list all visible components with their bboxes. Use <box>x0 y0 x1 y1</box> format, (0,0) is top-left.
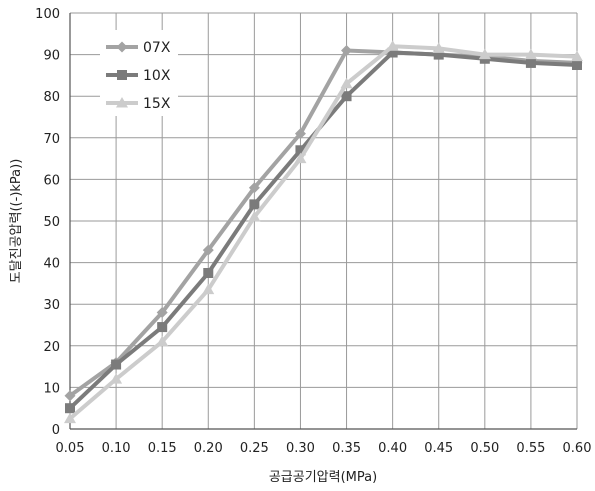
y-axis-ticks: 0 10 20 30 40 50 60 70 80 90 100 <box>35 7 60 438</box>
data-point-10x <box>387 47 398 58</box>
x-tick-label: 0.25 <box>240 441 269 456</box>
y-axis-title: 도달진공압력((-)kPa)) <box>9 159 24 284</box>
data-point-07x <box>156 307 168 319</box>
y-tick-label: 30 <box>43 298 60 313</box>
data-point-07x <box>341 44 353 56</box>
data-point-10x <box>65 403 75 414</box>
data-point-15x <box>340 77 353 89</box>
y-tick-label: 20 <box>43 340 60 355</box>
data-point-10x <box>433 49 444 60</box>
y-tick-label: 100 <box>35 7 60 22</box>
y-tick-label: 60 <box>43 173 60 188</box>
x-axis-title: 공급공기압력(MPa) <box>269 470 377 485</box>
data-point-10x <box>341 91 352 102</box>
data-point-15x <box>432 42 445 53</box>
x-axis-ticks: 0.05 0.10 0.15 0.20 0.25 0.30 0.35 0.40 0.45 0.50… <box>56 441 592 456</box>
y-tick-label: 40 <box>43 257 60 272</box>
x-tick-label: 0.40 <box>378 441 407 456</box>
x-tick-label: 0.05 <box>56 441 85 456</box>
data-point-10x <box>249 199 260 210</box>
data-point-15x <box>478 48 491 60</box>
data-point-10x <box>295 145 306 156</box>
y-tick-label: 10 <box>43 381 60 396</box>
data-point-15x <box>386 40 399 51</box>
y-tick-label: 90 <box>43 49 60 64</box>
y-tick-label: 0 <box>52 423 60 438</box>
data-point-07x <box>202 244 214 256</box>
y-tick-label: 80 <box>43 90 60 105</box>
x-tick-label: 0.55 <box>516 441 545 456</box>
data-point-07x <box>294 128 306 140</box>
data-point-15x <box>202 283 215 295</box>
x-tick-label: 0.10 <box>102 441 131 456</box>
x-tick-label: 0.60 <box>563 441 592 456</box>
x-tick-label: 0.45 <box>424 441 453 456</box>
series-15x <box>64 40 583 424</box>
data-point-10x <box>572 60 582 70</box>
y-tick-label: 70 <box>43 132 60 147</box>
x-tick-label: 0.15 <box>148 441 177 456</box>
data-point-07x <box>248 182 260 194</box>
x-tick-label: 0.30 <box>286 441 315 456</box>
legend: 07X 10X 15X <box>100 30 178 116</box>
x-tick-label: 0.20 <box>194 441 223 456</box>
series-line-15x <box>68 44 578 421</box>
x-tick-label: 0.35 <box>332 441 361 456</box>
legend-label-15x: 15X <box>143 96 171 112</box>
data-point-15x <box>571 50 583 62</box>
x-tick-label: 0.50 <box>470 441 499 456</box>
y-tick-label: 50 <box>43 215 60 230</box>
data-point-07x <box>64 390 76 402</box>
data-point-10x <box>525 57 536 68</box>
series-group <box>64 40 583 424</box>
legend-marker-10x <box>117 70 127 80</box>
data-point-10x <box>157 322 168 333</box>
series-line-07x <box>68 48 578 398</box>
data-point-15x <box>110 373 123 384</box>
data-point-15x <box>524 48 537 60</box>
data-point-10x <box>111 359 122 370</box>
legend-label-10x: 10X <box>143 68 171 84</box>
data-point-10x <box>203 268 214 278</box>
data-point-15x <box>294 152 307 164</box>
legend-label-07x: 07X <box>143 40 171 56</box>
data-point-15x <box>248 210 261 222</box>
data-point-15x <box>64 412 76 424</box>
legend-marker-07x <box>116 41 128 53</box>
legend-marker-15x <box>116 97 128 108</box>
data-point-15x <box>156 335 169 347</box>
